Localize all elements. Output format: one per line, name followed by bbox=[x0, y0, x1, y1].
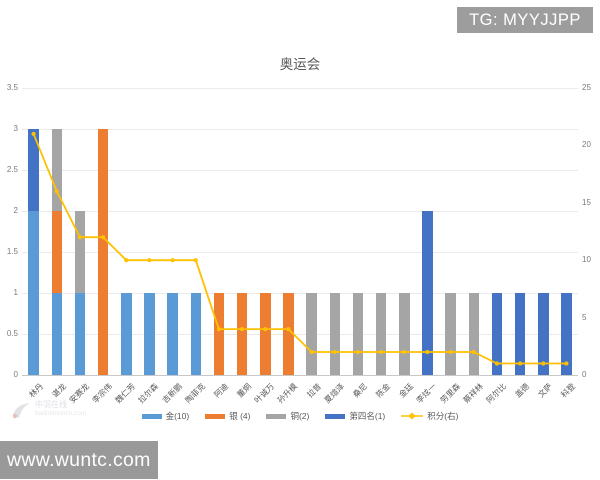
shuttlecock-icon bbox=[10, 400, 32, 427]
y-axis-right-tick: 25 bbox=[582, 83, 591, 92]
x-axis-label: 叶诚万 bbox=[252, 381, 277, 406]
bar-segment bbox=[468, 293, 479, 375]
bar-segment bbox=[283, 293, 294, 375]
bar-segment bbox=[538, 293, 549, 375]
y-axis-right-tick: 20 bbox=[582, 140, 591, 150]
bar-segment bbox=[144, 293, 155, 375]
x-axis-label: 魏仁芳 bbox=[113, 381, 138, 406]
x-axis-label: 李炫一 bbox=[415, 381, 439, 406]
x-axis-label: 夏煊泽 bbox=[322, 381, 346, 406]
bar-segment bbox=[167, 293, 178, 375]
x-axis-label: 蔡祥林 bbox=[461, 381, 485, 406]
y-axis-left-tick: 2 bbox=[13, 206, 18, 215]
x-axis-label: 阿尔比 bbox=[484, 381, 508, 406]
chart-title: 奥运会 bbox=[279, 57, 321, 72]
legend-label: 铜(2) bbox=[290, 411, 310, 421]
y-axis-left-tick: 2.5 bbox=[6, 165, 18, 174]
x-axis-label: 文萨 bbox=[536, 381, 555, 400]
bar-segment bbox=[399, 293, 410, 375]
gridline bbox=[22, 87, 578, 89]
bar-segment bbox=[51, 211, 62, 293]
legend-line-marker bbox=[401, 412, 424, 420]
bar-segment bbox=[445, 293, 456, 375]
bar-segment bbox=[329, 293, 340, 375]
legend-item: 银 (4) bbox=[205, 410, 250, 422]
bar-segment bbox=[213, 293, 225, 375]
y-axis-left-tick: 3.5 bbox=[6, 83, 18, 92]
x-axis-label: 陈金 bbox=[374, 381, 393, 400]
bar-segment bbox=[28, 129, 39, 211]
legend-swatch bbox=[205, 413, 226, 419]
bar-segment bbox=[514, 293, 526, 375]
x-axis-label: 拉尔森 bbox=[137, 381, 161, 406]
telegram-watermark-badge: TG: MYYJJPP bbox=[457, 7, 593, 33]
forum-logo-title: 中羽在线 bbox=[35, 400, 67, 409]
x-axis-label: 桑尼 bbox=[351, 381, 369, 400]
legend-swatch bbox=[325, 413, 346, 419]
x-axis-label: 孙升模 bbox=[276, 381, 300, 406]
bar-segment bbox=[491, 293, 503, 375]
x-axis-label: 拉昔 bbox=[304, 381, 323, 400]
bar-segment bbox=[51, 293, 62, 375]
legend-item: 金(10) bbox=[141, 410, 190, 422]
y-axis-left-tick: 3 bbox=[13, 124, 18, 133]
x-axis-label: 李宗伟 bbox=[90, 381, 115, 406]
bar-segment bbox=[352, 293, 364, 375]
legend-label: 积分(右) bbox=[427, 411, 459, 421]
y-axis-right-tick: 15 bbox=[582, 197, 591, 207]
bar-segment bbox=[375, 293, 387, 375]
x-axis-label: 谌龙 bbox=[50, 381, 68, 400]
x-axis-label: 陶菲克 bbox=[183, 381, 207, 406]
bar-segment bbox=[121, 293, 132, 375]
y-axis-left-tick: 1.5 bbox=[6, 247, 18, 256]
bar-segment bbox=[190, 293, 201, 375]
legend-swatch bbox=[141, 413, 162, 419]
x-axis-label: 林丹 bbox=[26, 381, 45, 400]
chart-legend: 金(10) 银 (4) 铜(2) 第四名(1) 积分(右) bbox=[0, 409, 600, 423]
x-axis-label: 劳里森 bbox=[438, 381, 462, 406]
x-axis-baseline bbox=[22, 374, 578, 376]
legend-label: 第四名(1) bbox=[349, 411, 386, 421]
x-axis-label: 阿迪 bbox=[212, 381, 230, 400]
forum-logo-watermark: 中羽在线 badmintoncn.com bbox=[10, 400, 86, 427]
x-axis-label: 盖德 bbox=[513, 381, 532, 400]
forum-logo-domain: badmintoncn.com bbox=[35, 410, 87, 417]
legend-label: 金(10) bbox=[165, 411, 190, 421]
site-watermark-text: www.wuntc.com bbox=[7, 448, 151, 471]
y-axis-right-tick: 10 bbox=[582, 255, 591, 265]
legend-label: 银 (4) bbox=[229, 411, 251, 421]
bar-segment bbox=[260, 293, 271, 375]
legend-item: 第四名(1) bbox=[325, 410, 385, 422]
legend-item: 积分(右) bbox=[401, 410, 458, 422]
bar-segment bbox=[74, 293, 86, 375]
site-watermark-bar: www.wuntc.com bbox=[0, 441, 158, 479]
bar-segment bbox=[306, 293, 317, 375]
telegram-watermark-text: TG: MYYJJPP bbox=[469, 10, 581, 29]
y-axis-right-tick: 5 bbox=[582, 312, 587, 322]
y-axis-left-tick: 0.5 bbox=[6, 329, 18, 338]
bar-segment bbox=[561, 293, 572, 375]
x-axis-label: 科登 bbox=[559, 381, 578, 400]
bar-segment bbox=[51, 129, 62, 211]
gridline bbox=[22, 128, 578, 130]
bar-segment bbox=[28, 211, 39, 375]
bar-segment bbox=[236, 293, 248, 375]
bar-segment bbox=[74, 211, 86, 293]
y-axis-left-tick: 1 bbox=[13, 288, 18, 297]
y-axis-right-tick: 0 bbox=[582, 370, 587, 379]
bar-segment bbox=[422, 211, 433, 375]
x-axis-label: 吉新鹏 bbox=[160, 381, 184, 406]
legend-item: 铜(2) bbox=[266, 410, 309, 422]
bar-segment bbox=[97, 129, 109, 375]
y-axis-left-tick: 0 bbox=[13, 370, 18, 379]
legend-swatch bbox=[266, 413, 287, 419]
